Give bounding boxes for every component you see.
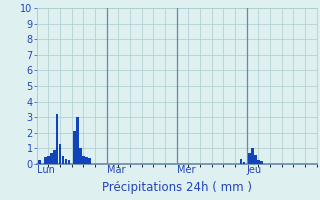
Bar bbox=[85, 157, 88, 164]
Bar bbox=[254, 155, 257, 164]
Bar bbox=[88, 158, 91, 164]
Bar bbox=[257, 160, 260, 164]
Bar bbox=[44, 157, 47, 164]
Bar bbox=[56, 114, 59, 164]
Bar bbox=[240, 159, 242, 164]
Bar bbox=[248, 153, 251, 164]
Bar bbox=[76, 117, 79, 164]
Bar bbox=[59, 144, 61, 164]
Bar bbox=[50, 153, 52, 164]
Bar bbox=[38, 160, 41, 164]
X-axis label: Précipitations 24h ( mm ): Précipitations 24h ( mm ) bbox=[102, 181, 252, 194]
Bar bbox=[62, 156, 64, 164]
Bar bbox=[243, 162, 245, 164]
Bar bbox=[260, 161, 263, 164]
Bar bbox=[252, 148, 254, 164]
Bar bbox=[53, 150, 56, 164]
Bar bbox=[79, 148, 82, 164]
Bar bbox=[74, 131, 76, 164]
Bar bbox=[65, 159, 67, 164]
Bar bbox=[82, 156, 85, 164]
Bar bbox=[47, 156, 50, 164]
Bar bbox=[68, 160, 70, 164]
